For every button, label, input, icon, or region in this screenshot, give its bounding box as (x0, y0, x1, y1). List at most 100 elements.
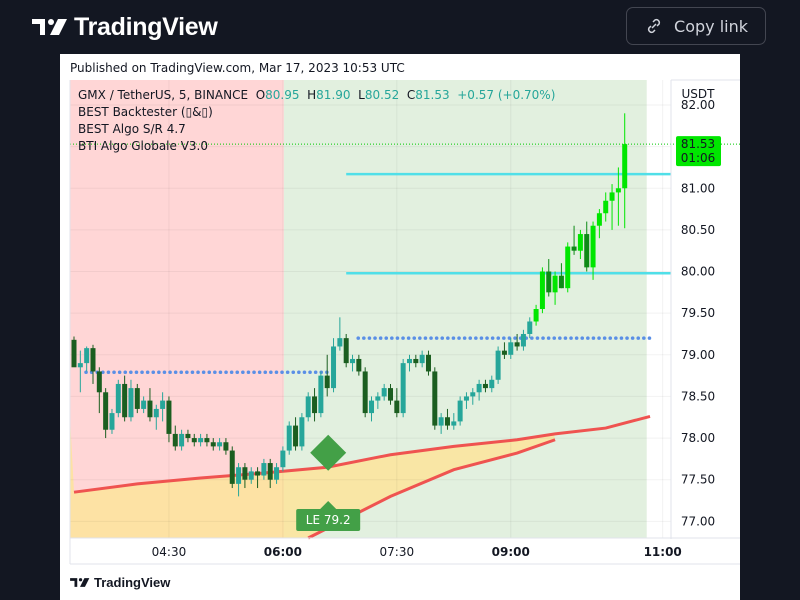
candle (223, 438, 229, 455)
candle-body (141, 400, 147, 409)
candle-body (571, 246, 577, 251)
candle (406, 354, 412, 372)
candle-body (134, 388, 140, 409)
candle (128, 379, 134, 422)
x-tick-label: 04:30 (152, 545, 187, 559)
candle-body (482, 383, 488, 389)
candle-body (419, 354, 425, 364)
candle (147, 388, 153, 422)
candle-body (267, 463, 273, 480)
candle (242, 463, 248, 489)
y-tick-label: 82.00 (681, 98, 715, 112)
candle-body (425, 354, 431, 372)
candle (432, 367, 438, 430)
candle (577, 229, 583, 260)
footer-logo[interactable]: TradingView (70, 575, 170, 590)
candle-body (508, 342, 514, 355)
candle-body (463, 396, 469, 401)
x-tick-label: 07:30 (380, 545, 415, 559)
y-tick-label: 80.50 (681, 223, 715, 237)
candle (255, 467, 261, 489)
candle (318, 371, 324, 418)
candle-body (622, 144, 628, 189)
candle-body (90, 348, 96, 372)
y-tick-label: 80.00 (681, 265, 715, 279)
candle-body (242, 467, 248, 480)
candle (552, 271, 558, 305)
candle-body (198, 438, 204, 443)
legend-symbol: GMX / TetherUS, 5, BINANCE (78, 88, 249, 102)
candle (84, 346, 90, 372)
candle-body (356, 358, 362, 372)
candle (463, 392, 469, 409)
currency-label: USDT (682, 87, 716, 101)
candle (369, 396, 375, 422)
candle (375, 392, 381, 409)
tradingview-logo[interactable]: TradingView (32, 12, 218, 42)
candle (305, 392, 311, 422)
candle-body (179, 433, 185, 447)
current-price-badge[interactable] (676, 136, 721, 167)
candle (451, 413, 457, 430)
candle-body (103, 392, 109, 430)
markers: LE 79.2 (296, 434, 361, 531)
candle (501, 342, 507, 359)
candle-body (533, 309, 539, 322)
trade-label-text: LE 79.2 (306, 513, 351, 527)
candle-body (577, 234, 583, 251)
brand-name: TradingView (74, 12, 218, 41)
candle-body (343, 338, 349, 364)
candle (331, 338, 337, 393)
candle (495, 346, 501, 384)
published-info: Published on TradingView.com, Mar 17, 20… (70, 61, 405, 75)
trade-label-box[interactable] (296, 509, 361, 531)
candle (115, 379, 121, 418)
candle-body (305, 396, 311, 418)
candle-body (324, 375, 330, 389)
candle-body (109, 413, 115, 430)
candle-body (394, 400, 400, 414)
x-tick-label: 09:00 (492, 545, 530, 559)
candle (565, 242, 571, 293)
candle (362, 367, 368, 418)
legend-indicator[interactable]: BEST Algo S/R 4.7 (78, 122, 186, 136)
tradingview-logo-icon (32, 19, 67, 35)
candle (508, 338, 514, 359)
candle (90, 344, 96, 384)
candle (236, 463, 242, 497)
candle-body (546, 271, 552, 293)
candle (267, 458, 273, 489)
candle (299, 413, 305, 451)
candle-body (558, 275, 564, 289)
candle (217, 438, 223, 451)
legend-indicator[interactable]: BTI Algo Globale V3.0 (78, 139, 209, 153)
candle (584, 221, 590, 272)
legend-indicator[interactable]: BEST Backtester (▯&▯) (78, 105, 213, 119)
candle-body (413, 358, 419, 364)
candle (280, 446, 286, 472)
candle (444, 408, 450, 430)
candle-body (400, 363, 406, 414)
candle-body (539, 271, 545, 309)
candle (622, 113, 628, 229)
candle-body (495, 350, 501, 380)
candle (590, 221, 596, 280)
legend-l-value: 80.52 (364, 88, 400, 102)
candle (248, 467, 254, 484)
candle (388, 383, 393, 405)
footer-brand-name: TradingView (94, 575, 171, 590)
price-chart[interactable]: LE 79.2 USDT82.0081.5081.0080.5080.0079.… (60, 54, 740, 600)
legend-o-value: 80.95 (265, 88, 300, 102)
candle (571, 225, 577, 255)
candle (261, 458, 267, 480)
copy-link-button[interactable]: Copy link (626, 7, 766, 45)
candle-body (590, 225, 596, 268)
candle-body (318, 375, 324, 414)
candle-body (122, 383, 128, 418)
trend-fill-area (70, 416, 556, 538)
entry-signal-diamond[interactable] (310, 434, 347, 471)
candle (153, 404, 159, 430)
y-tick-label: 77.50 (681, 473, 715, 487)
candle-body (520, 333, 526, 347)
candle (476, 379, 482, 401)
